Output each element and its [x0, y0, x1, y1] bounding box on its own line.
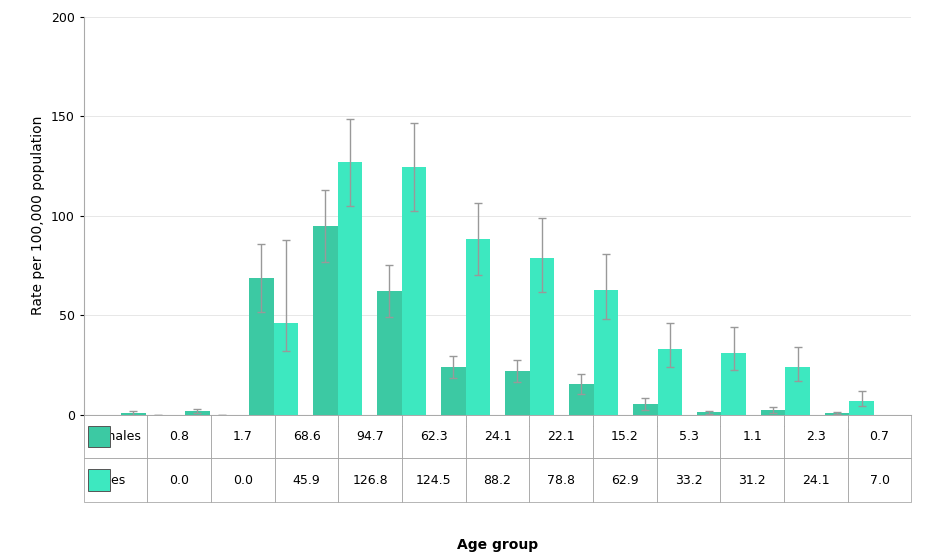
Bar [185, 411, 209, 415]
Bar [761, 410, 786, 415]
Bar [825, 413, 849, 415]
Bar [529, 258, 554, 415]
Bar [249, 278, 273, 415]
Bar [849, 401, 874, 415]
Bar [338, 162, 362, 415]
Bar [378, 291, 402, 415]
Bar [722, 353, 746, 415]
Bar [786, 367, 810, 415]
Bar [402, 167, 426, 415]
Bar [505, 371, 529, 415]
Bar [698, 412, 722, 415]
Bar [313, 226, 338, 415]
Bar [273, 323, 298, 415]
Bar [121, 413, 146, 415]
Bar [593, 290, 618, 415]
Bar [569, 384, 593, 415]
Text: Age group: Age group [457, 538, 538, 552]
Bar [466, 239, 490, 415]
Bar [658, 349, 682, 415]
Y-axis label: Rate per 100,000 population: Rate per 100,000 population [32, 116, 46, 315]
Bar [441, 367, 466, 415]
Bar [633, 404, 658, 415]
